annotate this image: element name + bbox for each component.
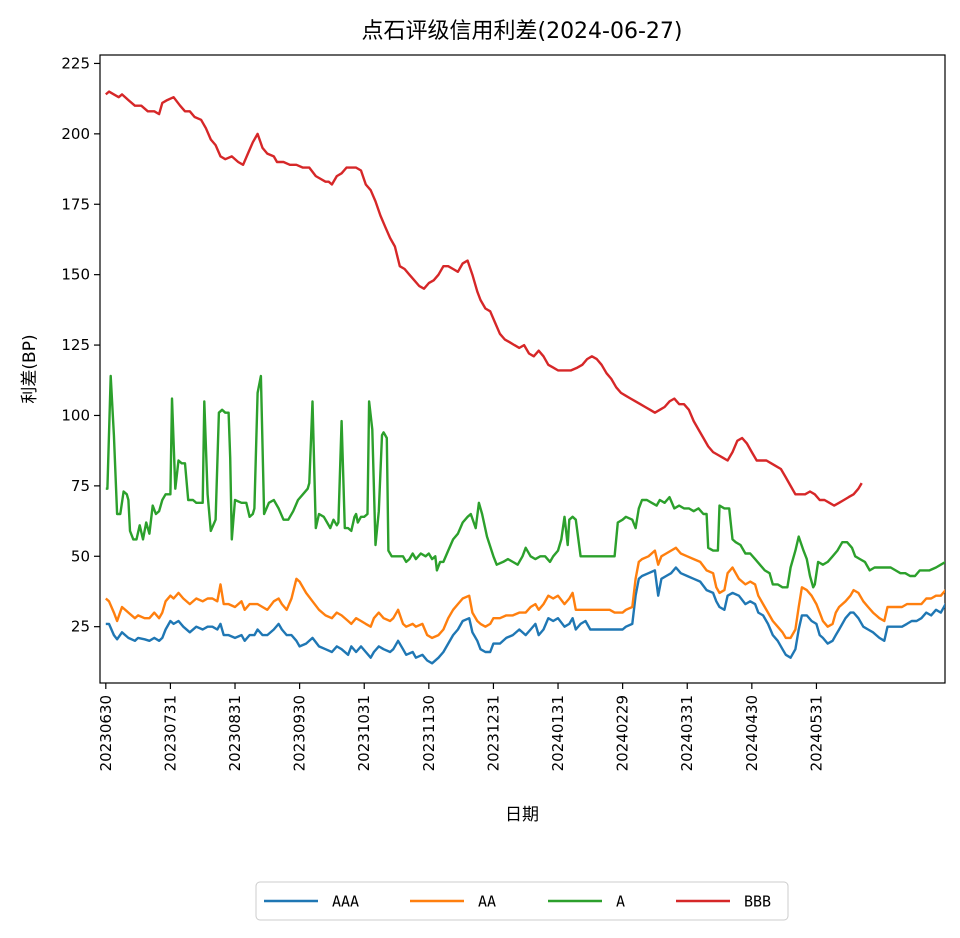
y-axis: 25 50 75 100 125 150 175 200 225 (61, 54, 100, 636)
plot-area (99, 54, 946, 684)
x-tick-label: 20240131 (549, 695, 567, 771)
x-tick-label: 20230930 (291, 695, 309, 771)
x-tick-label: 20231130 (420, 695, 438, 771)
y-tick-label: 50 (71, 547, 90, 565)
y-tick-label: 150 (61, 266, 90, 284)
series-line-a (105, 374, 945, 589)
y-tick-label: 100 (61, 406, 90, 424)
x-tick-label: 20240331 (678, 695, 696, 771)
x-tick-label: 20231231 (484, 695, 502, 771)
legend-frame (255, 881, 789, 921)
legend-label-aaa: AAA (332, 893, 359, 911)
legend: AAA AA A BBB (255, 881, 789, 921)
x-tick-label: 20230630 (97, 695, 115, 771)
x-tick-label: 20240531 (807, 695, 825, 771)
series-line-bbb (105, 90, 863, 507)
x-axis-label: 日期 (505, 805, 539, 825)
y-tick-label: 75 (71, 477, 90, 495)
legend-label-bbb: BBB (744, 893, 771, 911)
series-line-aa (105, 546, 945, 640)
y-tick-label: 125 (61, 336, 90, 354)
legend-label-a: A (616, 893, 625, 911)
y-axis-label: 利差(BP) (20, 334, 40, 403)
x-tick-label: 20231031 (355, 695, 373, 771)
series-lines (105, 90, 945, 665)
x-tick-label: 20240229 (614, 695, 632, 771)
y-tick-label: 175 (61, 195, 90, 213)
series-line-aaa (105, 566, 945, 665)
chart-title: 点石评级信用利差(2024-06-27) (361, 19, 682, 44)
y-tick-label: 225 (61, 54, 90, 72)
y-tick-label: 25 (71, 618, 90, 636)
x-axis: 20230630 20230731 20230831 20230930 20231031… (97, 683, 825, 771)
legend-label-aa: AA (478, 893, 496, 911)
x-tick-label: 20230831 (226, 695, 244, 771)
y-tick-label: 200 (61, 125, 90, 143)
x-tick-label: 20230731 (161, 695, 179, 771)
x-tick-label: 20240430 (743, 695, 761, 771)
